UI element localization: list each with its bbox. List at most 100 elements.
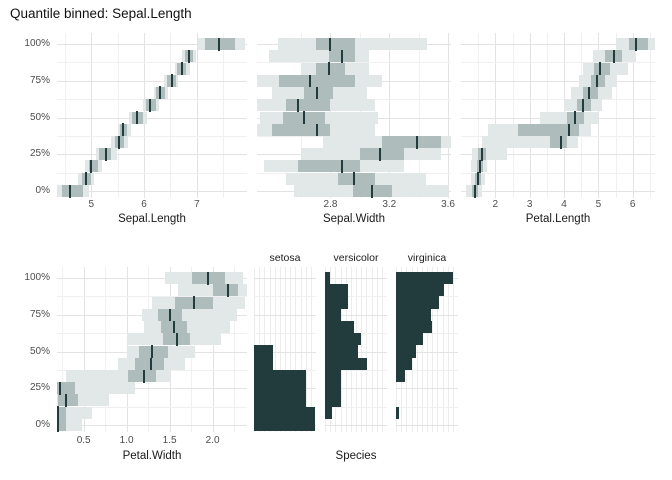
axis-title-petal-width: Petal.Width xyxy=(122,450,182,462)
h-gridline-minor xyxy=(57,135,247,137)
h-gridline-major xyxy=(57,154,247,156)
v-gridline-major xyxy=(83,267,85,432)
species-bar xyxy=(325,406,333,419)
median-line xyxy=(473,184,476,198)
inner-interval-band xyxy=(271,123,331,136)
median-line xyxy=(595,74,598,88)
x-tick-label: 6 xyxy=(629,199,636,210)
x-tick-label: 2 xyxy=(492,199,499,210)
median-line xyxy=(481,147,484,161)
species-bar xyxy=(254,357,274,370)
h-gridline-major xyxy=(57,425,247,426)
species-bar xyxy=(396,271,454,285)
median-line xyxy=(416,135,419,149)
median-line xyxy=(559,135,562,149)
median-line xyxy=(158,86,161,100)
h-gridline-major xyxy=(325,388,387,390)
panel-petal-width xyxy=(57,267,247,432)
h-gridline-minor xyxy=(325,369,387,371)
inner-interval-band xyxy=(212,284,239,297)
median-line xyxy=(328,62,330,75)
h-gridline-major xyxy=(57,388,247,390)
panel-sepal-width xyxy=(257,33,451,198)
strip-label-versicolor: versicolor xyxy=(333,252,379,264)
species-count-gridline xyxy=(274,267,276,432)
h-gridline-minor xyxy=(254,296,316,298)
species-bar xyxy=(396,406,400,419)
median-line xyxy=(175,332,178,346)
median-line xyxy=(187,49,190,63)
y-tick-label: 75% xyxy=(29,74,50,86)
species-count-gridline xyxy=(295,267,297,432)
species-count-gridline xyxy=(290,267,292,432)
v-gridline-minor xyxy=(64,33,66,198)
species-bar xyxy=(396,357,412,370)
v-gridline-major xyxy=(91,33,93,198)
median-line xyxy=(207,271,210,285)
inner-interval-band xyxy=(594,62,611,75)
inner-interval-band xyxy=(62,185,84,197)
median-line xyxy=(341,159,344,173)
x-tick-label: 1.0 xyxy=(119,435,134,446)
h-gridline-major xyxy=(396,351,458,353)
v-gridline-minor xyxy=(615,33,617,198)
v-gridline-minor xyxy=(62,267,64,432)
median-line xyxy=(90,159,93,173)
inner-interval-band xyxy=(57,419,67,431)
h-gridline-major xyxy=(254,314,316,316)
inner-interval-band xyxy=(57,382,76,395)
median-line xyxy=(341,49,344,63)
species-count-gridline xyxy=(371,267,373,432)
species-bar xyxy=(254,382,307,395)
median-line xyxy=(573,111,576,124)
median-line xyxy=(192,296,195,309)
median-line xyxy=(121,123,124,137)
h-gridline-major xyxy=(57,80,247,82)
v-gridline-major xyxy=(448,33,450,198)
outer-interval-band xyxy=(142,308,237,321)
v-gridline-major xyxy=(196,33,198,198)
inner-interval-band xyxy=(590,74,606,87)
median-line xyxy=(218,37,221,51)
species-count-gridline xyxy=(452,267,454,432)
x-tick-label: 7 xyxy=(194,199,200,210)
axis-title-petal-length: Petal.Length xyxy=(525,213,591,225)
x-tick-label: 3.6 xyxy=(441,199,455,210)
median-line xyxy=(379,147,382,161)
outer-interval-band xyxy=(143,320,230,333)
v-gridline-minor xyxy=(223,33,225,198)
h-gridline-minor xyxy=(57,296,247,298)
h-gridline-major xyxy=(57,117,247,119)
species-bar xyxy=(325,320,355,334)
x-tick-label: 1.5 xyxy=(162,435,177,446)
x-tick-label: 0.5 xyxy=(76,435,91,446)
inner-interval-band xyxy=(315,38,356,50)
x-tick-label: 4 xyxy=(561,199,567,210)
v-gridline-minor xyxy=(649,33,651,198)
axis-title-species: Species xyxy=(335,450,377,462)
median-line xyxy=(329,37,332,51)
inner-interval-band xyxy=(577,99,591,112)
h-gridline-major xyxy=(461,154,655,156)
species-bar xyxy=(396,308,431,321)
v-gridline-minor xyxy=(418,33,420,198)
species-count-gridline xyxy=(305,267,307,432)
inner-interval-band xyxy=(298,160,360,173)
species-bar xyxy=(325,345,358,358)
y-tick-label: 100% xyxy=(24,272,50,283)
species-count-gridline xyxy=(300,267,302,432)
species-bar xyxy=(254,345,274,358)
h-gridline-major xyxy=(325,314,387,316)
h-gridline-minor xyxy=(396,333,458,335)
h-gridline-major xyxy=(57,278,247,279)
strip-setosa xyxy=(254,267,316,432)
median-line xyxy=(612,49,615,63)
h-gridline-major xyxy=(254,351,316,353)
median-line xyxy=(303,111,306,124)
h-gridline-minor xyxy=(461,62,655,64)
v-gridline-major xyxy=(212,267,214,432)
panel-petal-length xyxy=(461,33,655,198)
inner-interval-band xyxy=(337,172,375,185)
x-tick-label: 5 xyxy=(88,199,95,210)
h-gridline-minor xyxy=(396,406,458,408)
